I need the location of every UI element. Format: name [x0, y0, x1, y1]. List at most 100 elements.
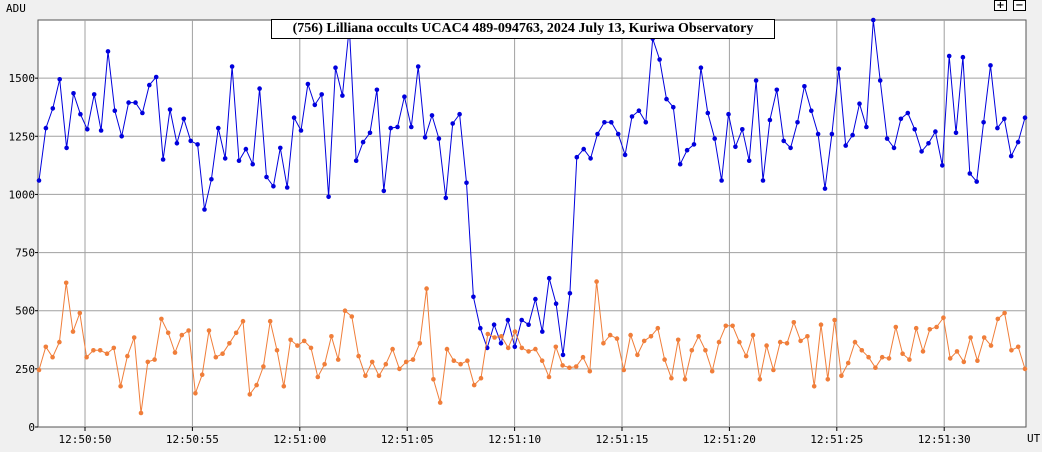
zoom-out-button[interactable]: −	[1013, 0, 1026, 11]
comparison-star-point	[403, 359, 409, 365]
target-star-point	[209, 177, 214, 182]
comparison-star-point	[104, 351, 110, 357]
comparison-star-point	[50, 354, 55, 360]
target-star-point	[643, 120, 649, 125]
comparison-star-point	[471, 382, 477, 388]
comparison-star-point	[165, 330, 171, 336]
target-star-point	[119, 134, 124, 139]
comparison-star-point	[335, 357, 341, 362]
comparison-star-point	[485, 331, 491, 337]
comparison-star-point	[186, 328, 191, 333]
comparison-star-point	[594, 279, 599, 284]
comparison-star-point	[138, 410, 144, 416]
comparison-star-point	[900, 351, 905, 357]
comparison-star-point	[206, 328, 212, 333]
comparison-star-point	[431, 377, 436, 382]
target-star-point	[953, 130, 959, 136]
x-tick-label: 12:51:20	[703, 433, 756, 446]
target-star-point	[312, 102, 318, 108]
target-star-point	[857, 101, 862, 106]
target-star-point	[829, 131, 835, 137]
target-star-point	[457, 111, 462, 117]
target-star-point	[498, 341, 504, 346]
comparison-star-point	[220, 351, 225, 357]
comparison-star-point	[77, 310, 83, 316]
comparison-star-point	[560, 363, 565, 368]
x-tick-labels: 12:50:50 12:50:55 12:51:00 12:51:05 12:51:10…	[59, 427, 971, 446]
comparison-star-point	[526, 349, 531, 354]
target-star-point	[519, 317, 524, 323]
comparison-star-point	[764, 343, 769, 348]
x-tick-label: 12:51:05	[381, 433, 434, 446]
target-star-point	[133, 100, 138, 105]
target-star-point	[602, 120, 607, 125]
comparison-star-point	[512, 329, 518, 334]
grid-lines	[38, 20, 1026, 427]
target-star-point	[898, 116, 904, 122]
target-star-point	[615, 131, 621, 137]
data-series	[36, 17, 1028, 416]
target-star-point	[353, 158, 359, 163]
comparison-star-point	[607, 332, 613, 338]
target-star-point	[871, 17, 876, 23]
target-star-point	[960, 54, 966, 60]
target-star-point	[202, 207, 207, 212]
comparison-star-point	[70, 329, 76, 334]
target-star-point	[574, 154, 580, 160]
target-star-point	[395, 124, 400, 130]
target-star-point	[333, 65, 338, 70]
comparison-star-point	[356, 353, 361, 359]
target-star-point	[864, 124, 869, 130]
target-star-point	[843, 143, 848, 148]
x-tick-label: 12:51:30	[918, 433, 971, 446]
comparison-star-point	[199, 372, 205, 378]
target-star-point	[926, 141, 931, 146]
target-star-point	[995, 125, 1000, 131]
chart-title: (756) Lilliana occults UCAC4 489-094763,…	[271, 19, 775, 39]
target-star-point	[774, 87, 780, 93]
comparison-star-point	[913, 325, 919, 331]
target-star-point	[974, 179, 979, 184]
comparison-star-point	[669, 375, 674, 381]
target-star-point	[98, 128, 104, 133]
y-tick-label: 250	[15, 363, 35, 376]
target-star-series-line	[38, 19, 1026, 355]
comparison-star-point	[417, 341, 423, 346]
target-star-point	[195, 142, 200, 147]
target-star-point	[760, 178, 766, 183]
comparison-star-point	[614, 336, 620, 341]
comparison-star-point	[873, 365, 878, 371]
target-star-point	[85, 127, 90, 132]
comparison-star-point	[233, 330, 239, 336]
y-tick-label: 0	[28, 421, 35, 434]
comparison-star-point	[662, 357, 667, 362]
target-star-point	[340, 93, 345, 98]
target-star-point	[174, 141, 180, 146]
target-star-point	[671, 104, 676, 110]
target-star-point	[526, 322, 531, 328]
comparison-star-point	[988, 343, 994, 348]
target-star-point	[636, 108, 642, 113]
comparison-star-point	[91, 348, 96, 353]
comparison-star-point	[546, 374, 552, 380]
target-star-point	[553, 301, 559, 307]
target-star-point	[581, 146, 586, 152]
y-tick-label: 1500	[9, 72, 36, 85]
target-star-point	[409, 124, 414, 130]
target-star-point	[836, 66, 842, 72]
comparison-star-point	[811, 384, 817, 389]
comparison-star-point	[927, 327, 933, 332]
comparison-star-point	[36, 367, 42, 373]
comparison-star-point	[376, 373, 382, 379]
y-axis-label: ADU	[6, 2, 26, 15]
target-star-point	[933, 129, 938, 134]
comparison-star-point	[118, 384, 123, 389]
comparison-star-point	[308, 345, 314, 351]
target-star-point	[298, 128, 304, 133]
comparison-star-point	[465, 358, 470, 364]
comparison-star-point	[995, 316, 1001, 322]
comparison-star-point	[839, 373, 844, 379]
target-star-point	[946, 53, 952, 59]
zoom-in-button[interactable]: +	[994, 0, 1007, 11]
target-star-point	[1022, 115, 1028, 120]
